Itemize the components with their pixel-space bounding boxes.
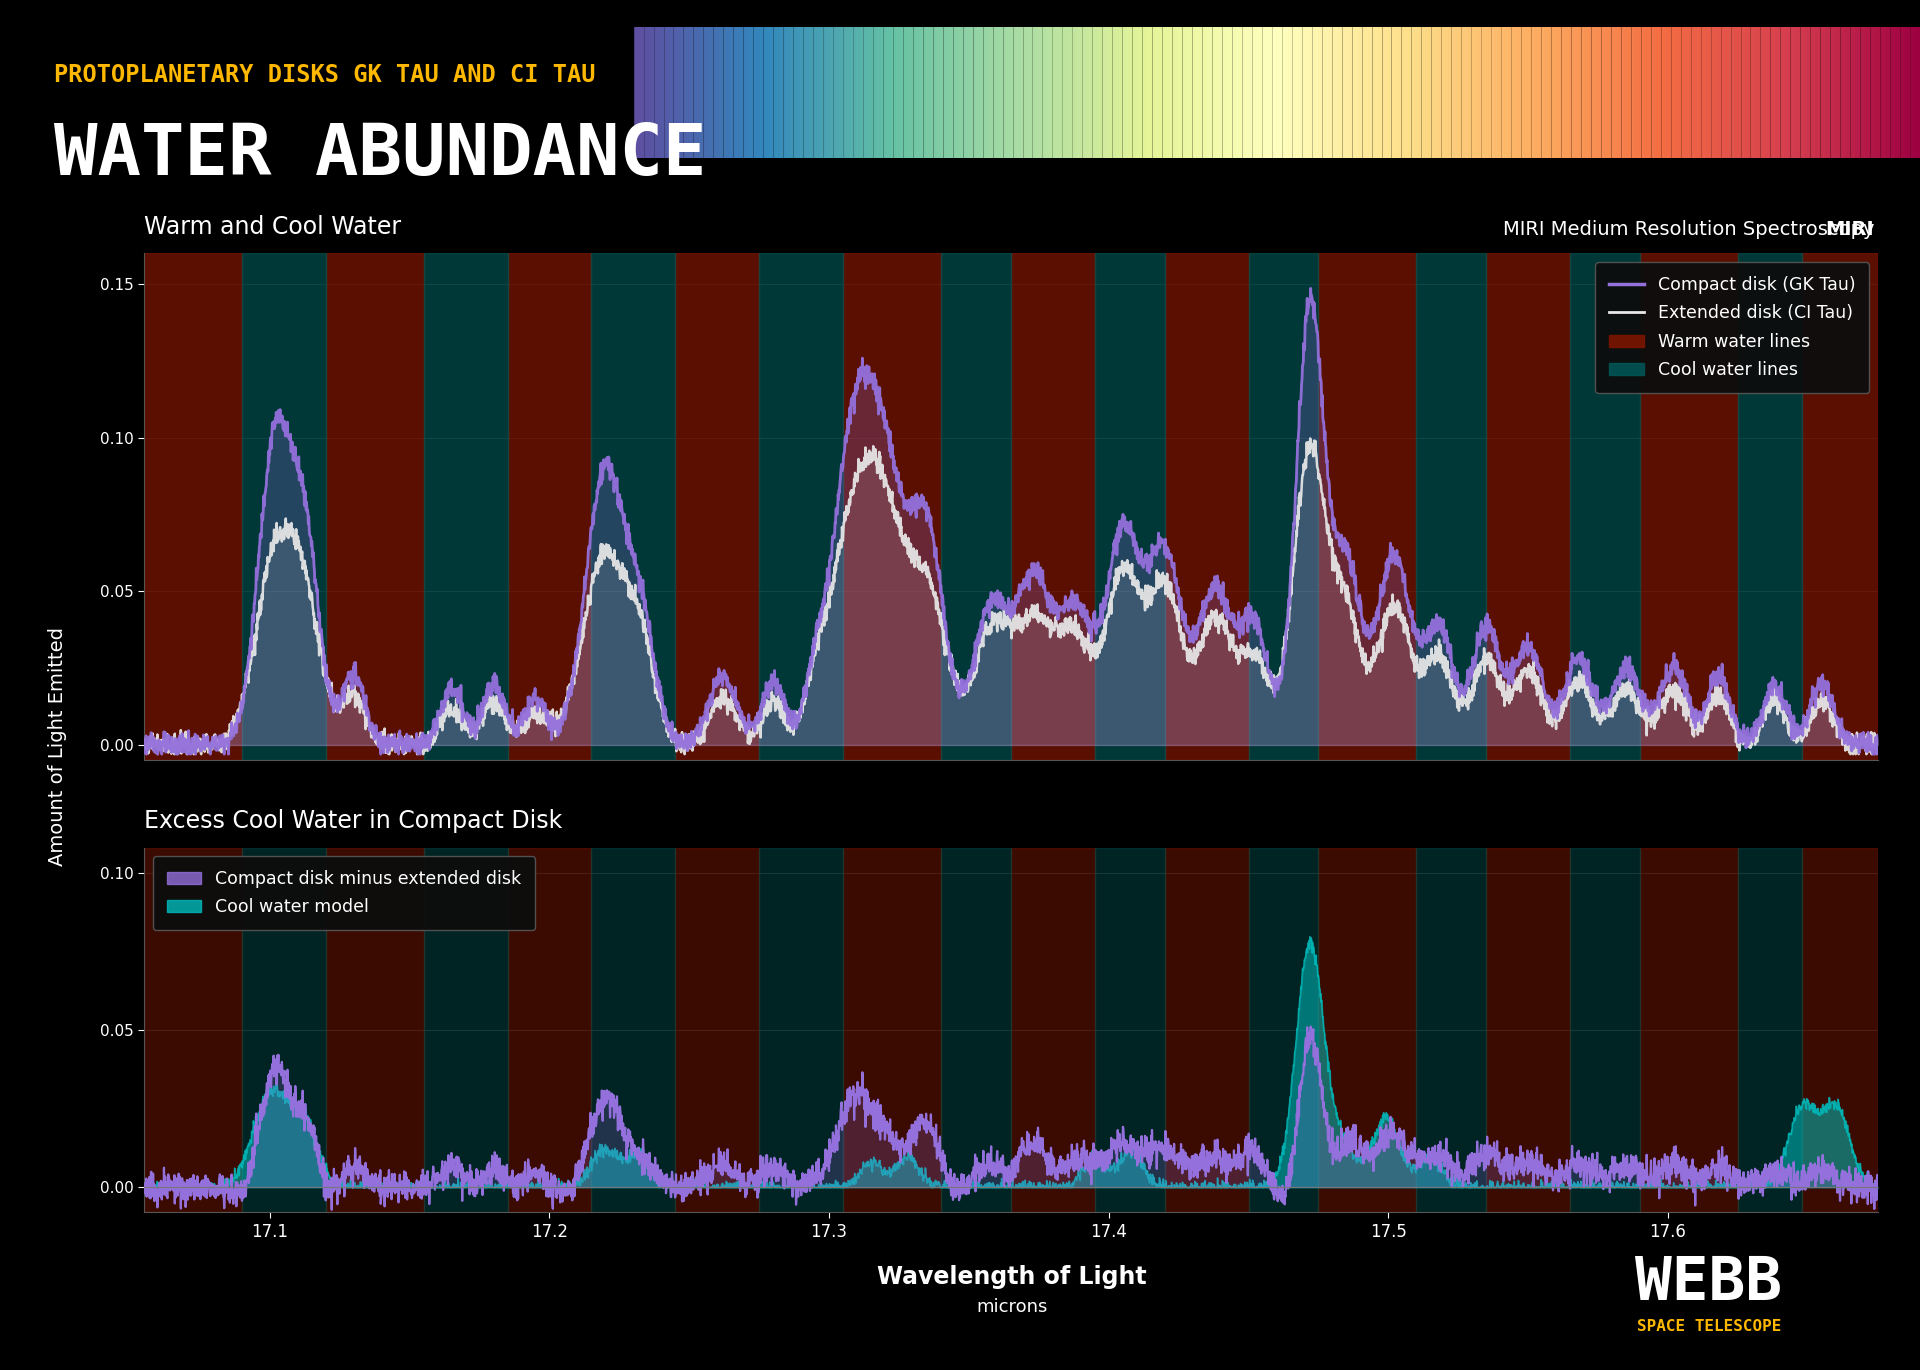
Bar [507,848,591,1212]
Bar [1319,253,1417,760]
Bar [242,253,326,760]
Bar [843,848,941,1212]
Bar [843,253,941,760]
Bar [1248,848,1319,1212]
Bar [941,253,1010,760]
Text: MIRI: MIRI [1826,221,1874,240]
Bar [144,848,242,1212]
Bar [144,253,242,760]
Text: MIRI Medium Resolution Spectroscopy: MIRI Medium Resolution Spectroscopy [1503,221,1874,240]
Bar [1640,253,1738,760]
Bar [1094,848,1165,1212]
Bar [1803,253,1878,760]
Text: PROTOPLANETARY DISKS GK TAU AND CI TAU: PROTOPLANETARY DISKS GK TAU AND CI TAU [54,63,595,88]
Bar [591,253,676,760]
Bar [1417,848,1486,1212]
Bar [591,848,676,1212]
Bar [1571,253,1640,760]
Bar [1738,253,1803,760]
Bar [1417,253,1486,760]
Text: WATER ABUNDANCE: WATER ABUNDANCE [54,122,707,190]
Text: SPACE TELESCOPE: SPACE TELESCOPE [1636,1319,1782,1333]
Legend: Compact disk minus extended disk, Cool water model: Compact disk minus extended disk, Cool w… [154,856,536,930]
Bar [1165,848,1248,1212]
Text: WEBB: WEBB [1636,1254,1782,1314]
Bar [1010,848,1094,1212]
Bar [1571,848,1640,1212]
Bar [676,848,758,1212]
Bar [326,848,424,1212]
Text: Warm and Cool Water: Warm and Cool Water [144,215,401,238]
Bar [1738,848,1803,1212]
Bar [1486,253,1571,760]
Legend: Compact disk (GK Tau), Extended disk (CI Tau), Warm water lines, Cool water line: Compact disk (GK Tau), Extended disk (CI… [1596,262,1868,393]
Bar [1486,848,1571,1212]
Bar [507,253,591,760]
Bar [1803,848,1878,1212]
Text: microns: microns [975,1297,1048,1317]
Bar [424,253,507,760]
Bar [1319,848,1417,1212]
Text: Amount of Light Emitted: Amount of Light Emitted [48,627,67,866]
Bar [242,848,326,1212]
Bar [1094,253,1165,760]
Bar [758,848,843,1212]
Bar [424,848,507,1212]
Bar [758,253,843,760]
Bar [1165,253,1248,760]
Bar [1248,253,1319,760]
Text: Wavelength of Light: Wavelength of Light [877,1265,1146,1289]
Bar [676,253,758,760]
Bar [941,848,1010,1212]
Bar [326,253,424,760]
Text: Excess Cool Water in Compact Disk: Excess Cool Water in Compact Disk [144,810,563,833]
Bar [1010,253,1094,760]
Bar [1640,848,1738,1212]
